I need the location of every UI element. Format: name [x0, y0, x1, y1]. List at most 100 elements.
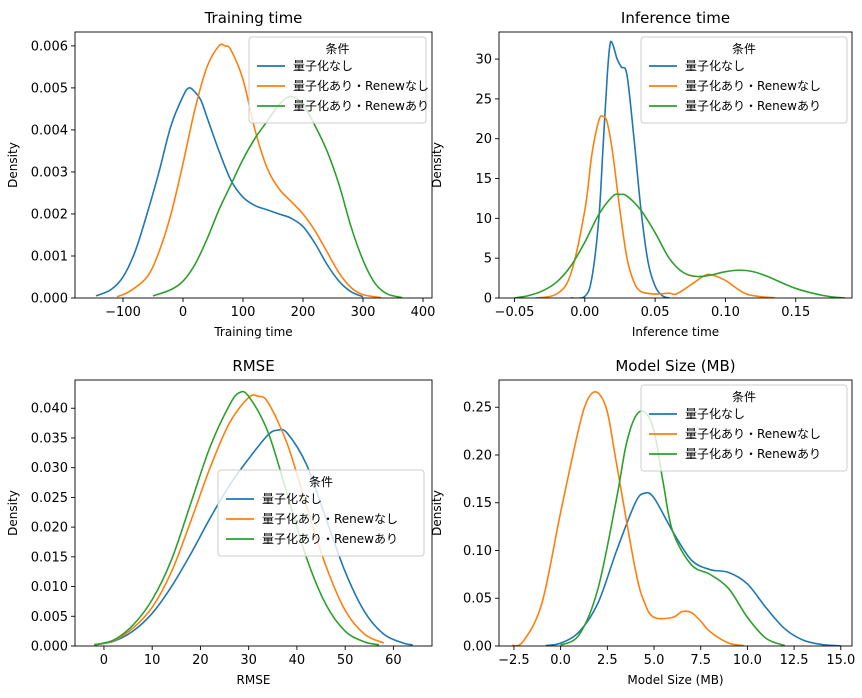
y-axis-label: Density — [430, 490, 444, 536]
y-tick-label: 0.004 — [31, 123, 68, 138]
chart-panel-1: −100 0 100 200 300 400 0.000 0.001 0.002 0.003 0.0… — [6, 9, 435, 339]
y-tick-label: 0.006 — [31, 39, 68, 54]
y-tick-label: 0.040 — [31, 402, 68, 417]
axes-frame — [498, 379, 853, 647]
y-tick-label: 0.00 — [463, 640, 492, 655]
legend-label-2: 量子化あり・Renewなし — [293, 79, 429, 93]
y-tick-label: 0.005 — [31, 81, 68, 96]
y-tick-label: 0.000 — [31, 640, 68, 655]
legend-label-3: 量子化あり・Renewあり — [685, 447, 821, 461]
x-tick-label: 15.0 — [826, 653, 855, 668]
y-tick-label: 0.002 — [31, 207, 68, 222]
y-tick-label: 0.25 — [463, 401, 492, 416]
y-tick-label: 25 — [475, 92, 492, 107]
y-tick-label: 0.025 — [31, 491, 68, 506]
y-tick-label: 15 — [475, 172, 492, 187]
x-tick-label: 0.00 — [570, 305, 599, 320]
y-tick-label: 0.15 — [463, 496, 492, 511]
x-tick-label: 0.15 — [781, 305, 810, 320]
x-axis-label: RMSE — [237, 673, 271, 687]
axes-frame — [74, 379, 433, 647]
legend-title: 条件 — [309, 475, 333, 489]
x-tick-label: 100 — [231, 305, 256, 320]
x-tick-label: 0 — [179, 305, 187, 320]
y-tick-label: 30 — [475, 53, 492, 68]
x-tick-label: 20 — [192, 653, 209, 668]
axes-frame — [498, 31, 853, 299]
y-axis-label: Density — [6, 142, 20, 188]
chart-panel-2: −0.05 0.00 0.05 0.10 0.15 0 5 10 15 20 25 30 Inferen… — [430, 9, 853, 339]
y-tick-label: 0.035 — [31, 431, 68, 446]
y-axis-label: Density — [6, 490, 20, 536]
x-tick-label: 0.0 — [550, 653, 571, 668]
chart-title: Training time — [204, 9, 303, 27]
series-line-2 — [116, 43, 382, 298]
legend-title: 条件 — [732, 390, 756, 404]
x-tick-label: 40 — [289, 653, 306, 668]
y-tick-label: 0.10 — [463, 544, 492, 559]
legend-title: 条件 — [325, 42, 349, 56]
x-tick-label: 7.5 — [690, 653, 711, 668]
legend-label-2: 量子化あり・Renewなし — [685, 79, 821, 93]
legend-title: 条件 — [732, 42, 756, 56]
x-tick-label: 30 — [240, 653, 257, 668]
x-tick-label: −100 — [105, 305, 141, 320]
legend-label-3: 量子化あり・Renewあり — [262, 532, 398, 546]
x-axis-label: Model Size (MB) — [627, 673, 723, 687]
y-tick-label: 0 — [484, 292, 492, 307]
y-tick-label: 0.030 — [31, 461, 68, 476]
legend-label-1: 量子化なし — [262, 492, 322, 506]
series-lines — [94, 390, 413, 646]
legend-box — [248, 36, 427, 124]
series-line-3 — [514, 193, 846, 298]
x-tick-label: 200 — [291, 305, 316, 320]
series-lines — [514, 40, 846, 298]
y-tick-label: 10 — [475, 212, 492, 227]
x-tick-label: 60 — [385, 653, 402, 668]
chart-title: Inference time — [621, 9, 730, 27]
series-line-1 — [94, 428, 413, 646]
series-line-1 — [545, 491, 841, 646]
x-tick-label: 2.5 — [597, 653, 618, 668]
x-tick-label: 50 — [337, 653, 354, 668]
chart-title: Model Size (MB) — [615, 357, 735, 375]
x-tick-label: 0.05 — [641, 305, 670, 320]
legend-label-1: 量子化なし — [293, 59, 353, 73]
y-tick-label: 0.000 — [31, 292, 68, 307]
chart-panel-4: −2.5 0.0 2.5 5.0 7.5 10.0 12.5 15.0 0.00 0.05 0.10… — [430, 357, 855, 687]
x-tick-label: 5.0 — [644, 653, 665, 668]
legend-label-3: 量子化あり・Renewあり — [685, 99, 821, 113]
legend-box — [217, 469, 425, 557]
x-tick-label: 0.10 — [711, 305, 740, 320]
series-line-2 — [535, 115, 775, 298]
x-tick-label: 10 — [144, 653, 161, 668]
y-tick-label: 0.20 — [463, 448, 492, 463]
legend-label-3: 量子化あり・Renewあり — [293, 99, 429, 113]
y-tick-label: 0.015 — [31, 550, 68, 565]
y-tick-label: 0.003 — [31, 165, 68, 180]
legend-box — [640, 36, 848, 124]
chart-panel-3: 0 10 20 30 40 50 60 0.000 0.005 0.010 0.015 0.020 0.… — [6, 357, 433, 687]
x-tick-label: 300 — [351, 305, 376, 320]
series-line-3 — [94, 390, 380, 646]
legend-label-2: 量子化あり・Renewなし — [685, 427, 821, 441]
x-tick-label: −2.5 — [498, 653, 530, 668]
axes-frame — [74, 31, 433, 299]
y-tick-label: 20 — [475, 132, 492, 147]
series-line-2 — [511, 391, 744, 646]
x-tick-label: 400 — [411, 305, 436, 320]
y-tick-label: 0.05 — [463, 592, 492, 607]
x-tick-label: 12.5 — [780, 653, 809, 668]
series-line-1 — [95, 86, 364, 298]
x-tick-label: 10.0 — [733, 653, 762, 668]
x-axis-label: Training time — [213, 325, 292, 339]
y-tick-label: 5 — [484, 252, 492, 267]
legend-label-2: 量子化あり・Renewなし — [262, 512, 398, 526]
y-axis-label: Density — [430, 142, 444, 188]
legend-label-1: 量子化なし — [685, 407, 745, 421]
